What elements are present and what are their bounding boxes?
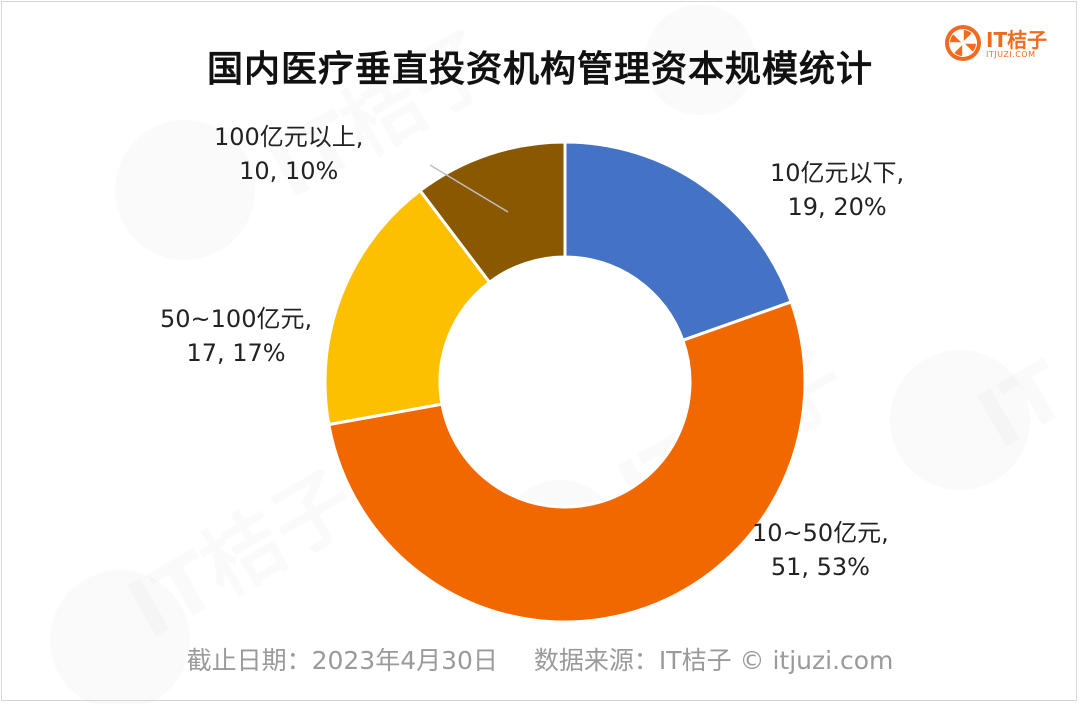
label-below-10-category: 10亿元以下,	[770, 159, 905, 187]
label-10-50-category: 10~50亿元,	[752, 519, 889, 547]
label-50-100-value: 17, 17%	[186, 339, 286, 367]
footer-source: 数据来源：IT桔子 © itjuzi.com	[533, 646, 894, 675]
leader-line-100-plus	[429, 164, 509, 213]
label-below-10: 10亿元以下, 19, 20%	[770, 156, 904, 224]
orange-slice-icon	[945, 25, 981, 61]
label-100-plus-value: 10, 10%	[239, 157, 339, 185]
label-100-plus-category: 100亿元以上,	[214, 123, 364, 151]
slice-below-10	[563, 140, 794, 343]
slice-10-50	[327, 300, 807, 624]
logo-name: IT桔子	[986, 28, 1048, 52]
brand-logo: IT桔子 ITJUZI.COM	[944, 22, 1064, 66]
label-below-10-value: 19, 20%	[787, 193, 887, 221]
logo-url: ITJUZI.COM	[986, 50, 1036, 59]
label-50-100: 50~100亿元, 17, 17%	[160, 302, 312, 370]
label-50-100-category: 50~100亿元,	[160, 305, 313, 333]
slice-100-plus	[418, 140, 567, 285]
label-10-50: 10~50亿元, 51, 53%	[752, 516, 889, 584]
slice-50-100	[323, 188, 492, 427]
chart-title: 国内医疗垂直投资机构管理资本规模统计	[206, 49, 873, 90]
footer-date: 截止日期：2023年4月30日	[186, 646, 498, 675]
label-10-50-value: 51, 53%	[770, 553, 870, 581]
label-100-plus: 100亿元以上, 10, 10%	[214, 120, 363, 188]
footer: 截止日期：2023年4月30日 数据来源：IT桔子 © itjuzi.com	[0, 641, 1080, 677]
